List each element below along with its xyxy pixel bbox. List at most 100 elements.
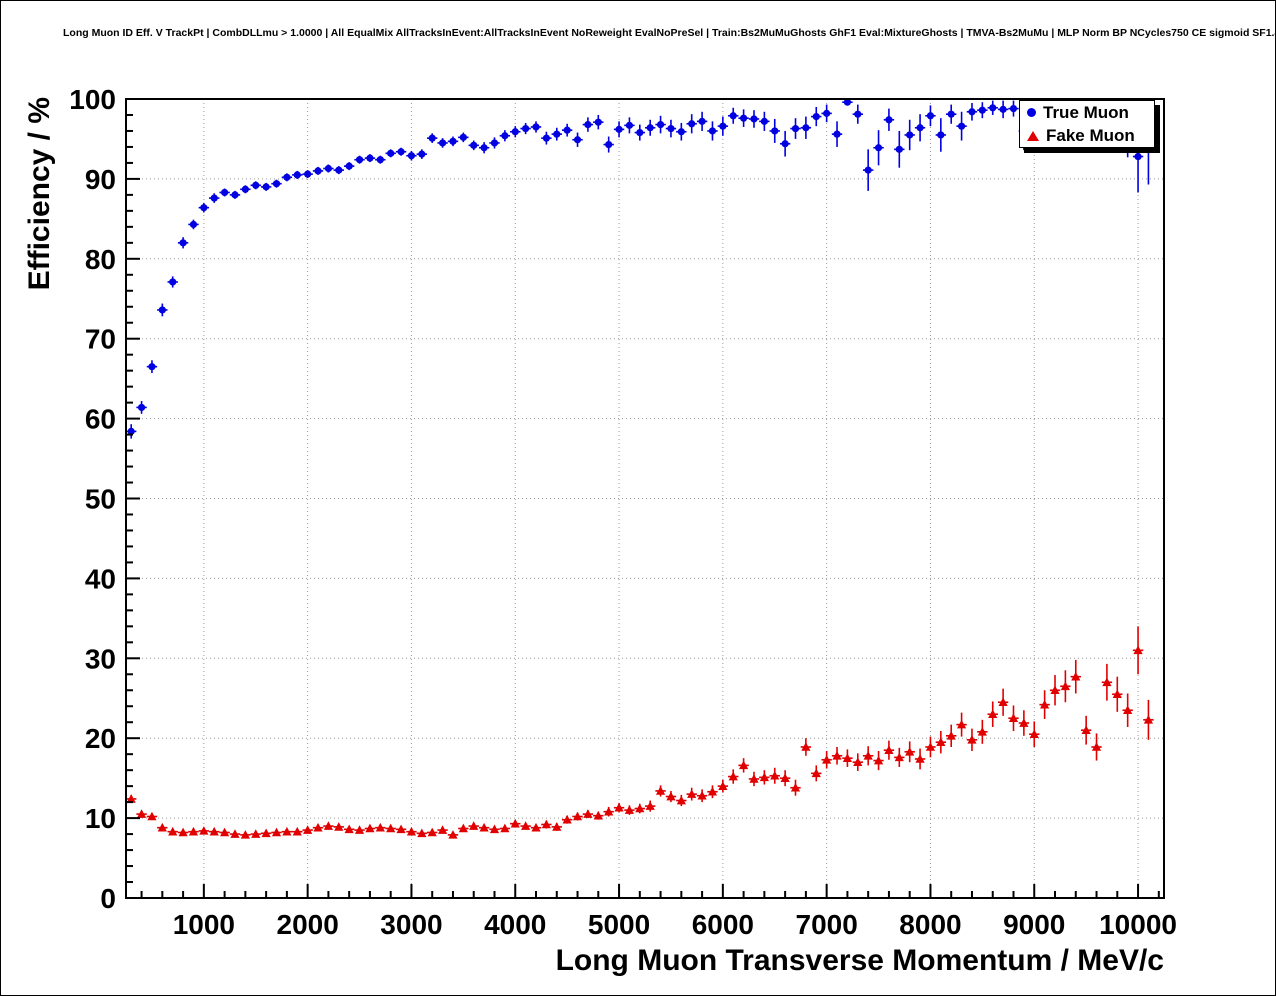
data-point-triangle: [531, 822, 541, 832]
data-point-triangle: [749, 774, 759, 783]
data-point-triangle: [427, 827, 437, 837]
data-point-triangle: [739, 760, 749, 770]
axis-ticks: [126, 98, 1160, 899]
data-point-circle: [843, 99, 852, 106]
data-point-triangle: [635, 803, 645, 813]
data-point-triangle: [842, 753, 853, 762]
data-point-triangle: [1123, 705, 1133, 715]
data-point-triangle: [323, 821, 334, 830]
data-point-triangle: [282, 826, 292, 836]
data-point-circle: [501, 132, 509, 140]
data-point-triangle: [365, 823, 375, 833]
legend-label-true-muon: True Muon: [1043, 102, 1129, 122]
data-point-circle: [293, 171, 301, 179]
y-tick-label: 70: [85, 324, 116, 355]
data-series: [126, 99, 1154, 839]
data-point-circle: [926, 112, 935, 120]
axis-tick-labels: 1000 2000 3000 4000 5000 6000 7000 8000 9000 1000…: [69, 84, 1177, 940]
y-tick-label: 100: [69, 84, 116, 115]
data-point-circle: [335, 166, 343, 174]
data-point-triangle: [510, 818, 520, 828]
legend-label-fake-muon: Fake Muon: [1046, 125, 1135, 145]
data-point-triangle: [583, 809, 593, 818]
x-tick-label: 4000: [484, 909, 546, 940]
data-point-circle: [272, 180, 281, 188]
data-point-circle: [823, 109, 831, 117]
data-point-triangle: [822, 754, 832, 764]
data-point-triangle: [261, 828, 271, 838]
x-tick-label: 10000: [1099, 909, 1177, 940]
data-point-circle: [438, 139, 447, 147]
data-point-triangle: [448, 830, 458, 839]
x-tick-label: 7000: [796, 909, 858, 940]
x-tick-label: 5000: [588, 909, 650, 940]
data-point-circle: [656, 120, 665, 129]
data-point-triangle: [770, 770, 780, 780]
data-point-triangle: [915, 754, 925, 763]
data-point-triangle: [469, 821, 479, 830]
data-point-circle: [148, 363, 156, 371]
data-point-circle: [169, 278, 177, 286]
data-point-triangle: [801, 742, 811, 751]
plot-frame: [125, 98, 1165, 899]
data-point-circle: [459, 133, 467, 141]
data-point-triangle: [1060, 681, 1070, 691]
data-point-triangle: [552, 822, 562, 831]
data-point-triangle: [863, 750, 873, 760]
y-tick-label: 60: [85, 404, 116, 435]
data-point-circle: [1009, 104, 1018, 113]
data-point-circle: [127, 427, 135, 435]
data-point-triangle: [541, 819, 551, 829]
y-tick-label: 10: [85, 803, 116, 834]
data-point-circle: [449, 137, 457, 145]
data-point-triangle: [676, 795, 686, 805]
data-point-circle: [947, 110, 955, 118]
data-point-triangle: [655, 786, 666, 795]
x-tick-label: 2000: [277, 909, 339, 940]
data-point-circle: [407, 152, 416, 160]
data-point-triangle: [1019, 718, 1029, 727]
data-point-triangle: [572, 811, 583, 821]
data-point-circle: [760, 117, 768, 125]
data-point-circle: [522, 124, 530, 133]
data-point-circle: [968, 108, 976, 116]
data-point-circle: [729, 112, 737, 120]
data-point-circle: [605, 140, 613, 149]
data-point-triangle: [240, 830, 250, 839]
data-point-circle: [231, 191, 239, 199]
data-point-triangle: [728, 771, 738, 781]
data-point-circle: [428, 134, 436, 142]
data-point-triangle: [1050, 685, 1060, 695]
data-point-triangle: [998, 697, 1008, 707]
plot-title: Long Muon ID Eff. V TrackPt | CombDLLmu …: [63, 27, 1276, 39]
data-point-triangle: [956, 719, 967, 729]
data-point-circle: [397, 148, 405, 156]
data-point-triangle: [707, 786, 718, 796]
data-point-triangle: [988, 709, 998, 719]
data-point-triangle: [811, 768, 821, 778]
data-point-triangle: [136, 809, 147, 818]
data-point-circle: [636, 128, 644, 137]
data-point-circle: [252, 181, 260, 189]
data-point-circle: [221, 188, 229, 197]
data-point-circle: [708, 127, 717, 135]
data-point-triangle: [832, 750, 842, 760]
y-axis-title: Efficiency / %: [23, 97, 56, 290]
data-point-circle: [688, 120, 696, 128]
data-point-triangle: [925, 742, 936, 751]
data-point-circle: [646, 124, 654, 132]
data-point-triangle: [178, 827, 188, 837]
y-tick-label: 20: [85, 723, 116, 754]
data-point-triangle: [884, 745, 894, 754]
data-point-triangle: [718, 781, 728, 790]
data-point-circle: [677, 128, 685, 136]
data-point-circle: [355, 156, 364, 164]
x-tick-label: 9000: [1003, 909, 1065, 940]
data-point-circle: [324, 164, 333, 173]
data-point-triangle: [500, 823, 510, 833]
data-point-triangle: [977, 727, 987, 736]
data-point-circle: [189, 220, 198, 229]
data-point-triangle: [437, 825, 448, 834]
data-point-circle: [376, 156, 384, 164]
data-point-circle: [625, 121, 634, 129]
